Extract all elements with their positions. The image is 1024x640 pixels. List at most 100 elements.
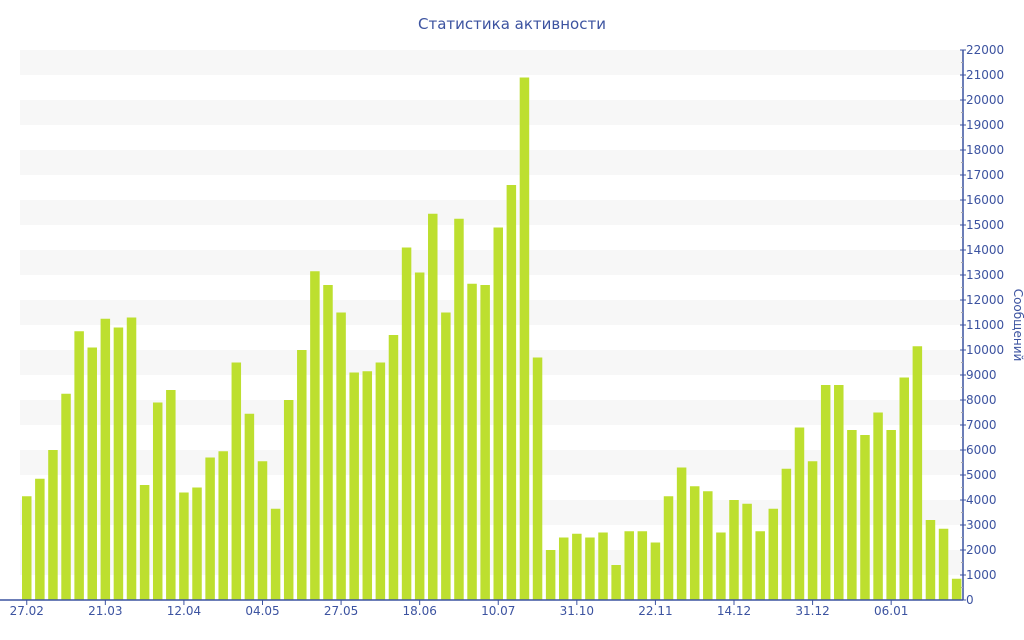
- bar: [231, 362, 242, 600]
- grid-band: [20, 50, 963, 75]
- bar: [362, 371, 373, 600]
- bar: [585, 537, 595, 600]
- bar: [388, 335, 399, 600]
- bar: [729, 500, 739, 600]
- bar: [951, 578, 962, 600]
- bar: [375, 362, 386, 600]
- y-tick-label: 2000: [966, 543, 997, 557]
- bar: [401, 247, 412, 600]
- bar: [414, 272, 425, 600]
- y-tick-label: 18000: [966, 143, 1004, 157]
- y-tick-label: 12000: [966, 293, 1004, 307]
- bar: [742, 503, 752, 600]
- y-tick-label: 22000: [966, 43, 1004, 57]
- x-tick-label: 18.06: [402, 604, 436, 618]
- bar: [283, 400, 294, 600]
- bar: [480, 285, 490, 600]
- x-tick-label: 22.11: [638, 604, 672, 618]
- bar: [703, 491, 713, 600]
- y-tick-label: 11000: [966, 318, 1004, 332]
- grid-band: [20, 500, 963, 525]
- bar: [205, 457, 215, 600]
- bar: [310, 271, 320, 600]
- y-tick-label: 4000: [966, 493, 997, 507]
- grid-band: [20, 200, 963, 225]
- bar: [61, 393, 71, 600]
- bar: [572, 533, 582, 600]
- grid-band: [20, 550, 963, 575]
- grid-band: [20, 150, 963, 175]
- y-tick-label: 8000: [966, 393, 997, 407]
- y-tick-label: 15000: [966, 218, 1004, 232]
- x-tick-label: 14.12: [717, 604, 751, 618]
- y-tick-label: 6000: [966, 443, 997, 457]
- y-tick-label: 19000: [966, 118, 1004, 132]
- bar: [297, 350, 307, 600]
- bar: [938, 528, 949, 600]
- bar: [860, 435, 870, 600]
- bar: [74, 331, 84, 600]
- bar: [192, 487, 202, 600]
- x-tick-label: 12.04: [167, 604, 201, 618]
- x-tick-label: 06.01: [874, 604, 908, 618]
- bar: [87, 347, 97, 600]
- bar: [493, 227, 503, 600]
- bar: [179, 492, 189, 600]
- y-tick-label: 17000: [966, 168, 1004, 182]
- bar: [689, 486, 700, 600]
- grid-band: [20, 350, 963, 375]
- bar: [768, 508, 779, 600]
- x-tick-label: 31.10: [560, 604, 594, 618]
- bar: [113, 327, 124, 600]
- y-tick-label: 10000: [966, 343, 1004, 357]
- chart-title: Статистика активности: [418, 15, 606, 33]
- bar: [794, 427, 805, 600]
- bar: [506, 185, 517, 600]
- bar: [834, 385, 844, 600]
- bar: [663, 496, 674, 600]
- bar: [650, 542, 661, 600]
- bar: [899, 377, 910, 600]
- bar: [454, 218, 464, 600]
- bar: [912, 346, 923, 600]
- y-tick-label: 13000: [966, 268, 1004, 282]
- y-tick-label: 0: [966, 593, 974, 607]
- y-tick-label: 3000: [966, 518, 997, 532]
- bar: [323, 285, 333, 600]
- y-tick-label: 20000: [966, 93, 1004, 107]
- bar: [598, 532, 608, 600]
- bar: [22, 496, 32, 600]
- bar: [820, 385, 831, 600]
- bar: [532, 357, 543, 600]
- grid-band: [20, 100, 963, 125]
- bar: [35, 478, 45, 600]
- bar: [558, 537, 569, 600]
- bar: [336, 312, 346, 600]
- bar: [139, 485, 150, 600]
- bar: [519, 77, 530, 600]
- bar: [441, 312, 451, 600]
- bar: [847, 430, 857, 600]
- bar: [873, 412, 883, 600]
- x-tick-label: 21.03: [88, 604, 122, 618]
- x-tick-label: 10.07: [481, 604, 515, 618]
- y-tick-label: 14000: [966, 243, 1004, 257]
- bar: [270, 508, 281, 600]
- bar: [925, 520, 936, 600]
- bar: [624, 531, 634, 600]
- y-tick-label: 7000: [966, 418, 997, 432]
- grid-band: [20, 250, 963, 275]
- y-tick-label: 1000: [966, 568, 997, 582]
- bar: [637, 531, 648, 600]
- y-tick-label: 16000: [966, 193, 1004, 207]
- grid-band: [20, 400, 963, 425]
- bar: [218, 451, 228, 600]
- bar: [716, 532, 726, 600]
- x-tick-label: 04.05: [245, 604, 279, 618]
- y-tick-label: 9000: [966, 368, 997, 382]
- grid-band: [20, 450, 963, 475]
- bar: [886, 430, 896, 600]
- bar: [244, 413, 255, 600]
- bar: [755, 531, 765, 600]
